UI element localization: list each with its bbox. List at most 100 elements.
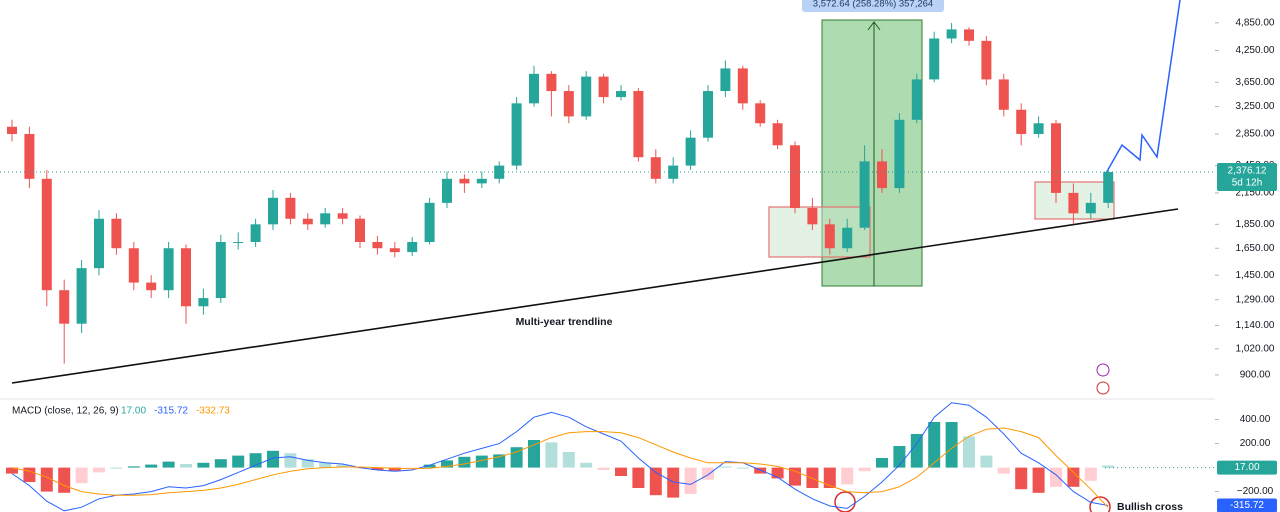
legend-value: -315.72 xyxy=(154,406,188,417)
candle-body xyxy=(685,137,696,166)
candle-body xyxy=(355,218,365,242)
measure-label-bg xyxy=(802,0,944,12)
candle-body xyxy=(442,178,452,203)
candle-body xyxy=(459,178,470,184)
indicator-line xyxy=(11,427,1109,508)
measure-label: 3,572.64 (258.28%) 357,264 xyxy=(813,0,933,10)
histogram-bar xyxy=(40,467,53,492)
histogram-bar xyxy=(684,467,697,494)
candle-body xyxy=(7,126,17,134)
candle-body xyxy=(842,227,853,249)
cross-marker xyxy=(834,491,856,512)
candle-body xyxy=(1033,123,1044,134)
histogram-bar xyxy=(319,462,332,468)
histogram-bar xyxy=(93,467,105,473)
histogram-bar xyxy=(945,422,958,468)
histogram-bar xyxy=(284,453,297,468)
y-tick-label: 1,020.00 xyxy=(1236,343,1275,354)
candle-body xyxy=(1103,172,1114,203)
candle-body xyxy=(215,241,226,299)
histogram-bar xyxy=(1032,467,1045,493)
cross-label: Bullish cross xyxy=(1117,501,1183,512)
value-badge-label: -315.72 xyxy=(1230,500,1264,511)
histogram-bar xyxy=(1050,467,1062,487)
projection-path xyxy=(1104,0,1181,176)
y-tick-label: −200.00 xyxy=(1237,486,1274,497)
candle-body xyxy=(581,76,592,117)
candle-body xyxy=(337,213,348,219)
candle-body xyxy=(250,224,261,242)
histogram-bar xyxy=(928,422,941,468)
histogram-bar xyxy=(997,467,1010,474)
candle-body xyxy=(407,241,418,253)
histogram-bar xyxy=(963,436,975,468)
candle-body xyxy=(824,224,835,249)
last-price-badge xyxy=(1217,163,1277,192)
histogram-bar xyxy=(1067,467,1080,487)
candle-body xyxy=(1085,202,1096,214)
y-tick-label: 4,850.00 xyxy=(1236,17,1275,28)
candle-body xyxy=(76,268,87,324)
candle-body xyxy=(41,178,52,291)
histogram-bar xyxy=(597,467,610,470)
trendline xyxy=(11,208,1179,384)
candle-body xyxy=(128,248,139,283)
histogram-bar xyxy=(197,462,210,468)
candle-body xyxy=(111,218,122,249)
histogram-bar xyxy=(475,455,488,468)
histogram-bar xyxy=(510,447,523,468)
y-tick-label: 2,850.00 xyxy=(1236,129,1275,140)
histogram-bar xyxy=(858,467,871,472)
candle-body xyxy=(372,241,383,249)
histogram-bar xyxy=(423,464,436,468)
y-tick-label: 1,650.00 xyxy=(1236,243,1275,254)
histogram-bar xyxy=(458,456,471,468)
candle-body xyxy=(94,218,104,269)
candle-body xyxy=(720,68,731,92)
candle-body xyxy=(929,38,940,80)
candle-body xyxy=(755,103,766,124)
zone-box xyxy=(768,206,871,258)
candle-body xyxy=(389,248,400,253)
candle-body xyxy=(998,79,1009,110)
histogram-bar xyxy=(632,467,645,488)
y-tick-label: 400.00 xyxy=(1240,414,1271,425)
candle-body xyxy=(981,40,992,80)
candle-body xyxy=(633,91,644,158)
histogram-bar xyxy=(75,467,88,484)
histogram-bar xyxy=(1084,467,1097,481)
measure-arrowhead xyxy=(867,21,881,31)
histogram-bar xyxy=(162,461,175,468)
histogram-bar xyxy=(58,467,71,493)
candle-body xyxy=(1051,123,1061,193)
candle-body xyxy=(790,145,800,209)
trendline-label: Multi-year trendline xyxy=(516,316,613,328)
countdown-label: 5d 12h xyxy=(1232,178,1263,189)
histogram-bar xyxy=(232,455,245,468)
histogram-bar xyxy=(301,459,314,468)
candle-body xyxy=(772,123,783,146)
last-price-label: 2,376.12 xyxy=(1228,166,1267,177)
candle-body xyxy=(946,29,957,39)
histogram-bar xyxy=(1102,465,1115,468)
histogram-bar xyxy=(876,458,888,468)
candle-body xyxy=(424,202,435,242)
histogram-bar xyxy=(214,459,227,468)
histogram-bar xyxy=(180,464,192,468)
candle-body xyxy=(859,161,870,228)
candle-body xyxy=(24,133,35,179)
icon xyxy=(1096,381,1110,395)
y-tick-label: 200.00 xyxy=(1240,438,1271,449)
histogram-bar xyxy=(6,467,18,474)
histogram-bar xyxy=(806,467,819,488)
legend-value: -332.73 xyxy=(196,406,230,417)
y-tick-label: 2,150.00 xyxy=(1236,188,1275,199)
histogram-bar xyxy=(719,466,732,468)
candle-body xyxy=(877,161,887,189)
histogram-bar xyxy=(388,467,401,471)
histogram-bar xyxy=(910,434,923,468)
histogram-bar xyxy=(615,467,627,476)
y-tick-label: 3,250.00 xyxy=(1236,101,1275,112)
candle-body xyxy=(494,165,505,179)
candle-body xyxy=(650,157,661,179)
